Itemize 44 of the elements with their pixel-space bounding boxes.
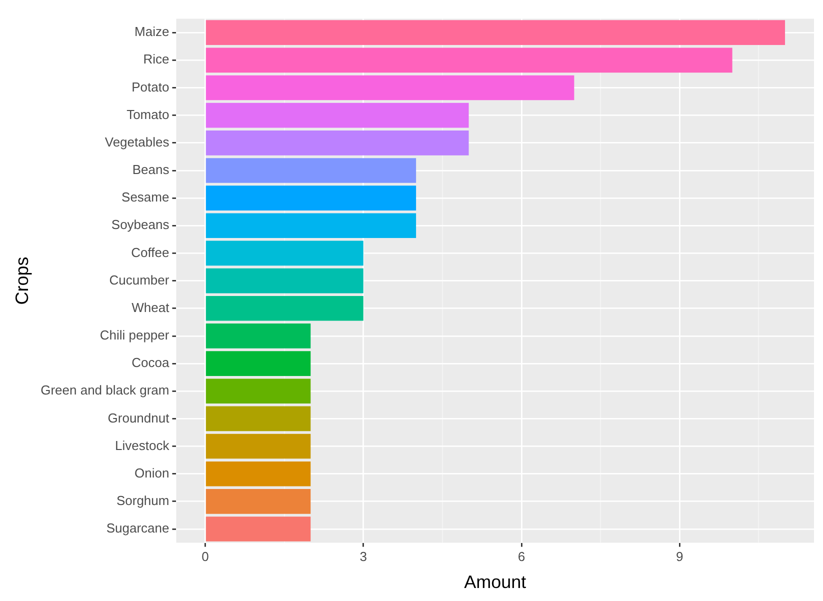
bar — [206, 240, 364, 266]
bar — [206, 378, 311, 404]
y-tick-label: Livestock — [115, 438, 170, 453]
bar — [206, 213, 416, 238]
y-tick-label: Sugarcane — [106, 520, 170, 536]
bar — [206, 461, 311, 486]
bar — [206, 516, 311, 542]
bar — [206, 130, 469, 156]
y-tick-label: Cocoa — [132, 355, 170, 370]
y-tick-label: Vegetables — [104, 134, 170, 150]
y-tick-label: Green and black gram — [40, 382, 170, 398]
bar — [206, 158, 416, 183]
bar — [206, 351, 311, 376]
bar — [206, 434, 311, 459]
y-tick-label: Coffee — [131, 244, 170, 260]
bar — [206, 489, 311, 514]
y-tick-label: Chili pepper — [100, 328, 170, 343]
y-tick-label: Rice — [143, 52, 170, 67]
x-tick-label: 0 — [202, 549, 209, 564]
bar — [206, 75, 574, 100]
y-tick-label: Groundnut — [108, 410, 170, 426]
y-tick-label: Tomato — [126, 106, 170, 122]
y-tick-label: Onion — [134, 465, 170, 480]
y-tick-label: Soybeans — [111, 217, 170, 232]
y-tick-label: Cucumber — [109, 272, 170, 288]
x-tick-label: 6 — [518, 549, 526, 564]
y-tick-label: Wheat — [132, 300, 170, 315]
y-tick-label: Beans — [132, 162, 170, 178]
bar — [206, 268, 364, 294]
bar — [206, 20, 786, 45]
bar — [206, 406, 311, 432]
bar — [206, 48, 732, 73]
bar — [206, 186, 416, 210]
bar — [206, 296, 364, 321]
bar — [206, 324, 311, 348]
y-tick-label: Potato — [132, 79, 170, 94]
y-axis-title: Crops — [12, 256, 32, 305]
y-tick-label: Sorghum — [116, 493, 170, 508]
x-axis-title: Amount — [464, 572, 526, 592]
y-tick-label: Maize — [134, 24, 170, 40]
x-tick-label: 3 — [360, 549, 367, 564]
x-tick-label: 9 — [676, 549, 684, 564]
y-tick-label: Sesame — [122, 190, 170, 205]
bar — [206, 102, 469, 128]
